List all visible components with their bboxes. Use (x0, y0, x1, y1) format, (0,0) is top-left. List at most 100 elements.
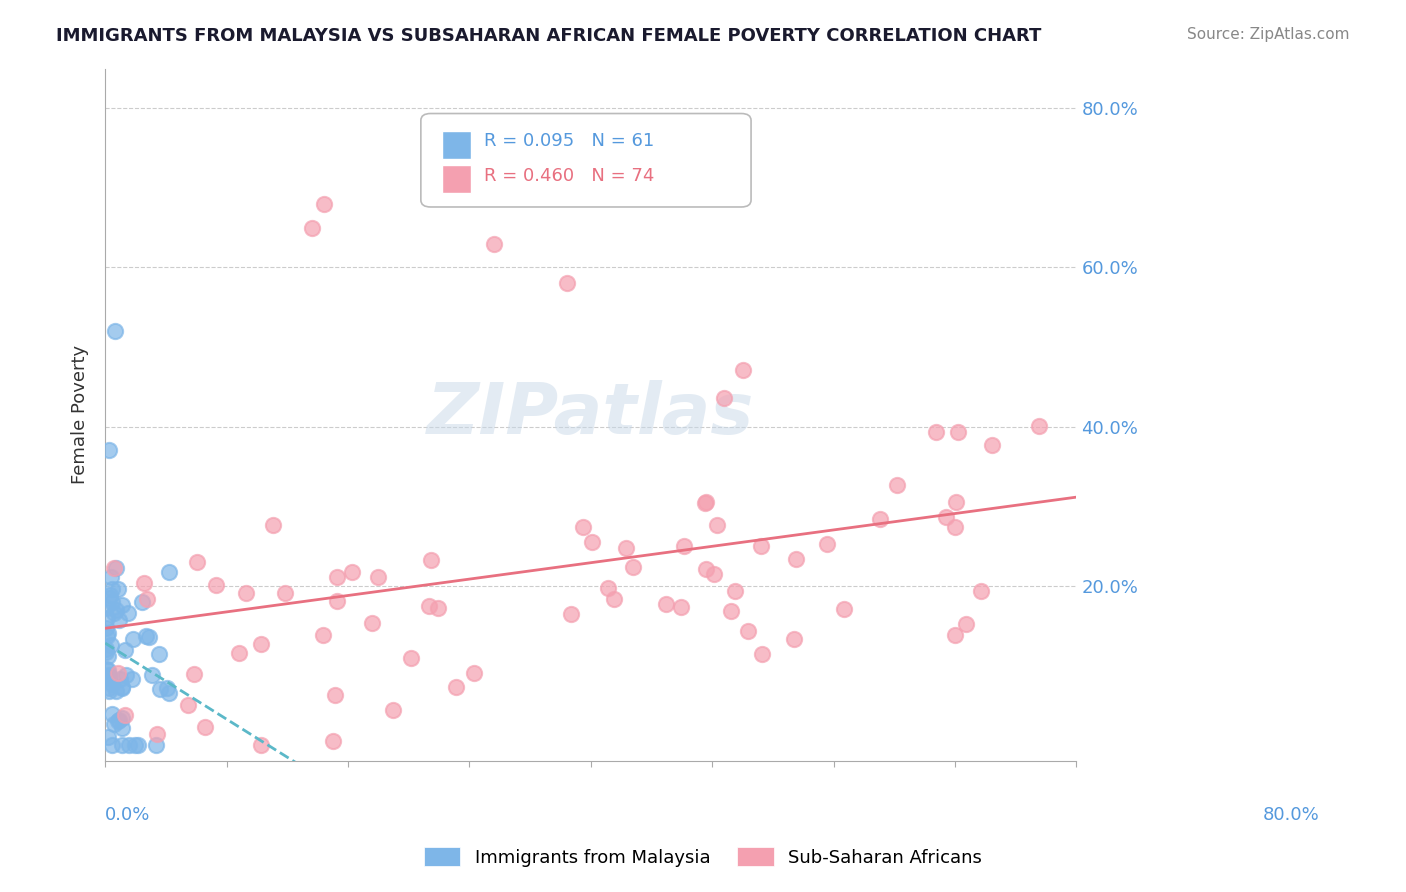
Point (111, 721, 134, 735)
Point (669, 599, 692, 614)
Point (96, 629, 118, 643)
Point (111, 599, 134, 613)
Text: R = 0.460   N = 74: R = 0.460 N = 74 (484, 167, 654, 185)
Point (105, 561, 128, 575)
Text: R = 0.095   N = 61: R = 0.095 N = 61 (484, 132, 654, 150)
Point (603, 592, 626, 607)
Point (100, 595, 122, 609)
Point (326, 594, 349, 608)
Point (948, 425, 970, 439)
Point (419, 553, 441, 567)
Point (100, 570, 122, 584)
Point (100, 638, 122, 652)
Point (145, 738, 167, 752)
Point (695, 495, 717, 509)
Point (98, 668, 121, 682)
Point (560, 607, 582, 622)
Point (616, 541, 638, 555)
Point (935, 510, 957, 524)
Point (943, 628, 966, 642)
Point (96, 621, 118, 635)
Point (97, 669, 120, 683)
Point (104, 683, 127, 698)
Point (785, 551, 807, 566)
Point (157, 686, 180, 700)
Point (96, 610, 118, 624)
Text: 0.0%: 0.0% (105, 805, 150, 824)
Point (235, 586, 257, 600)
Point (127, 738, 149, 752)
Point (598, 582, 620, 596)
Point (815, 537, 838, 551)
Point (97, 681, 120, 695)
Point (555, 277, 578, 291)
Point (110, 681, 132, 695)
Point (228, 647, 250, 661)
Text: IMMIGRANTS FROM MALAYSIA VS SUBSAHARAN AFRICAN FEMALE POVERTY CORRELATION CHART: IMMIGRANTS FROM MALAYSIA VS SUBSAHARAN A… (56, 27, 1042, 45)
Point (427, 601, 450, 615)
Point (104, 603, 127, 617)
Point (101, 738, 124, 752)
Point (581, 535, 603, 549)
Point (101, 677, 124, 691)
Point (103, 716, 125, 731)
Point (111, 681, 134, 695)
Point (118, 738, 141, 752)
Point (138, 630, 160, 644)
Point (104, 324, 127, 338)
Point (945, 494, 967, 508)
Point (135, 629, 157, 643)
Point (886, 478, 908, 492)
Point (103, 606, 125, 620)
Point (706, 518, 728, 533)
Point (731, 363, 754, 377)
Point (122, 632, 145, 646)
Point (136, 591, 159, 606)
Point (107, 613, 129, 627)
Point (148, 647, 170, 661)
Point (141, 668, 163, 682)
Point (124, 738, 146, 752)
Point (695, 496, 717, 510)
Point (672, 539, 695, 553)
Point (724, 584, 747, 599)
Point (621, 560, 644, 574)
Point (869, 512, 891, 526)
Point (326, 570, 349, 584)
Point (101, 707, 124, 722)
Point (97, 591, 120, 606)
Point (323, 688, 346, 702)
Point (572, 520, 595, 534)
Point (107, 713, 129, 727)
Point (98, 442, 121, 457)
Point (94, 641, 117, 656)
Point (205, 578, 228, 592)
Point (340, 565, 363, 579)
Point (695, 562, 717, 576)
Point (970, 584, 993, 599)
Point (97, 730, 120, 744)
Point (418, 599, 440, 613)
Point (943, 520, 966, 534)
Text: 80.0%: 80.0% (1263, 805, 1319, 824)
Point (381, 703, 404, 717)
Point (262, 517, 284, 532)
Point (312, 196, 335, 211)
Point (103, 561, 125, 575)
Point (482, 236, 505, 251)
Point (782, 632, 804, 647)
Point (311, 628, 333, 642)
Point (96, 600, 118, 615)
Point (114, 707, 136, 722)
Point (121, 672, 143, 686)
Point (97, 626, 120, 640)
Point (117, 606, 139, 620)
Point (97, 649, 120, 664)
FancyBboxPatch shape (420, 113, 751, 207)
Point (1028, 418, 1050, 433)
Y-axis label: Female Poverty: Female Poverty (72, 345, 89, 484)
Point (177, 698, 200, 712)
Point (749, 539, 772, 553)
Point (737, 624, 759, 639)
Point (155, 681, 177, 695)
